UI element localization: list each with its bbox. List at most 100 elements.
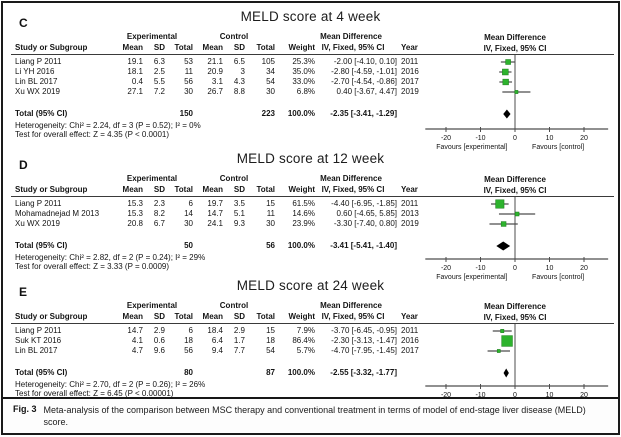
study-exp_total: 53 — [184, 57, 193, 66]
study-exp_mean: 14.7 — [127, 326, 143, 335]
study-exp_sd: 2.9 — [153, 326, 165, 335]
study-weight: 14.6% — [292, 209, 315, 218]
column-header-sd-exp: SD — [153, 185, 165, 194]
study-ci_text: 0.40 [-3.67, 4.47] — [336, 87, 398, 96]
panel-meld-12-week: D MELD score at 12 week Experimental Contro… — [3, 149, 618, 281]
total-ci: -2.55 [-3.32, -1.77] — [330, 368, 397, 377]
total-diamond — [503, 109, 511, 119]
study-ci_text: 0.60 [-4.65, 5.85] — [336, 209, 398, 218]
study-exp_sd: 2.3 — [153, 199, 165, 208]
study-ci_text: -4.40 [-6.95, -1.85] — [331, 199, 397, 208]
column-header-mean-ctrl: Mean — [202, 312, 223, 321]
study-exp_sd: 6.3 — [153, 57, 165, 66]
study-ctrl_total: 30 — [266, 219, 275, 228]
study-exp_total: 30 — [184, 219, 193, 228]
study-name: Li YH 2016 — [15, 67, 55, 76]
axis-tick-label: 20 — [580, 265, 588, 272]
study-name: Liang P 2011 — [15, 326, 62, 335]
study-weight: 61.5% — [292, 199, 315, 208]
study-exp_total: 14 — [184, 209, 193, 218]
study-ctrl_mean: 3.1 — [211, 77, 223, 86]
effect-marker — [495, 199, 505, 209]
effect-marker — [514, 211, 520, 217]
study-exp_total: 6 — [188, 326, 193, 335]
column-header-sd-exp: SD — [153, 312, 165, 321]
column-group-experimental: Experimental — [126, 174, 178, 183]
study-ctrl_total: 34 — [266, 67, 275, 76]
plot-header-model: IV, Fixed, 95% CI — [484, 313, 547, 322]
study-ci_text: -2.70 [-4.54, -0.86] — [331, 77, 397, 86]
total-exp-total: 150 — [179, 109, 193, 118]
study-ctrl_mean: 20.9 — [207, 67, 223, 76]
total-label: Total (95% CI) — [15, 368, 68, 377]
study-name: Xu WX 2019 — [15, 87, 60, 96]
total-diamond — [496, 241, 511, 251]
study-exp_mean: 27.1 — [127, 87, 143, 96]
study-exp_mean: 15.3 — [127, 199, 143, 208]
study-ctrl_mean: 21.1 — [207, 57, 223, 66]
figure-caption: Fig. 3 Meta-analysis of the comparison b… — [3, 397, 618, 433]
plot-header-model: IV, Fixed, 95% CI — [484, 44, 547, 53]
study-year: 2011 — [401, 57, 419, 66]
column-header-sd-exp: SD — [153, 43, 165, 52]
column-header-total-ctrl: Total — [256, 43, 275, 52]
effect-marker — [505, 59, 511, 65]
column-header-ci: IV, Fixed, 95% CI — [321, 185, 385, 194]
column-group-mean-difference: Mean Difference — [320, 174, 382, 183]
study-exp_sd: 6.7 — [153, 219, 165, 228]
axis-tick-label: 20 — [580, 392, 588, 399]
study-weight: 86.4% — [292, 336, 315, 345]
study-ctrl_sd: 1.7 — [233, 336, 245, 345]
study-ctrl_mean: 24.1 — [207, 219, 223, 228]
axis-tick-label: 20 — [580, 135, 588, 142]
study-year: 2013 — [401, 209, 419, 218]
column-header-sd-ctrl: SD — [233, 185, 245, 194]
study-name: Lin BL 2017 — [15, 77, 58, 86]
column-header-weight: Weight — [288, 185, 315, 194]
study-exp_total: 18 — [184, 336, 193, 345]
axis-tick-label: -20 — [441, 392, 451, 399]
study-ctrl_mean: 9.4 — [211, 346, 223, 355]
study-ci_text: -2.80 [-4.59, -1.01] — [331, 67, 397, 76]
panel-letter: E — [19, 285, 28, 299]
plot-header-model: IV, Fixed, 95% CI — [484, 186, 547, 195]
study-exp_total: 56 — [184, 77, 193, 86]
study-ctrl_sd: 3.5 — [233, 199, 245, 208]
study-ci_text: -3.30 [-7.40, 0.80] — [333, 219, 397, 228]
study-year: 2011 — [401, 326, 419, 335]
study-ctrl_mean: 14.7 — [207, 209, 223, 218]
column-header-total-ctrl: Total — [256, 185, 275, 194]
axis-tick-label: -10 — [475, 135, 485, 142]
study-ctrl_total: 18 — [266, 336, 275, 345]
column-group-control: Control — [219, 301, 249, 310]
column-header-mean-exp: Mean — [122, 312, 143, 321]
total-exp-total: 50 — [184, 241, 193, 250]
column-header-mean-ctrl: Mean — [202, 43, 223, 52]
total-weight: 100.0% — [287, 368, 315, 377]
overall-effect-text: Test for overall effect: Z = 6.45 (P < 0… — [15, 389, 174, 398]
favours-experimental-label: Favours [experimental] — [436, 144, 507, 151]
column-header-weight: Weight — [288, 43, 315, 52]
study-exp_mean: 19.1 — [127, 57, 143, 66]
study-name: Liang P 2011 — [15, 57, 62, 66]
study-year: 2011 — [401, 199, 419, 208]
forest-plot-svg: Mean Difference IV, Fixed, 95% CI -20 -10 0 1… — [425, 175, 609, 281]
column-group-experimental: Experimental — [126, 32, 178, 41]
study-ctrl_mean: 6.4 — [211, 336, 223, 345]
study-year: 2017 — [401, 77, 419, 86]
panel-letter: C — [19, 16, 28, 30]
column-group-mean-difference: Mean Difference — [320, 32, 382, 41]
total-ctrl-total: 56 — [266, 241, 275, 250]
column-header-sd-ctrl: SD — [233, 43, 245, 52]
column-header-total-exp: Total — [174, 185, 193, 194]
study-ctrl_mean: 18.4 — [207, 326, 223, 335]
effect-marker — [514, 90, 519, 94]
study-weight: 5.7% — [296, 346, 315, 355]
study-weight: 7.9% — [296, 326, 315, 335]
plot-header-mean-difference: Mean Difference — [484, 175, 546, 184]
study-ctrl_total: 15 — [266, 326, 275, 335]
study-exp_sd: 8.2 — [153, 209, 165, 218]
column-header-year: Year — [401, 312, 418, 321]
plot-header-mean-difference: Mean Difference — [484, 302, 546, 311]
column-header-study: Study or Subgroup — [15, 185, 88, 194]
